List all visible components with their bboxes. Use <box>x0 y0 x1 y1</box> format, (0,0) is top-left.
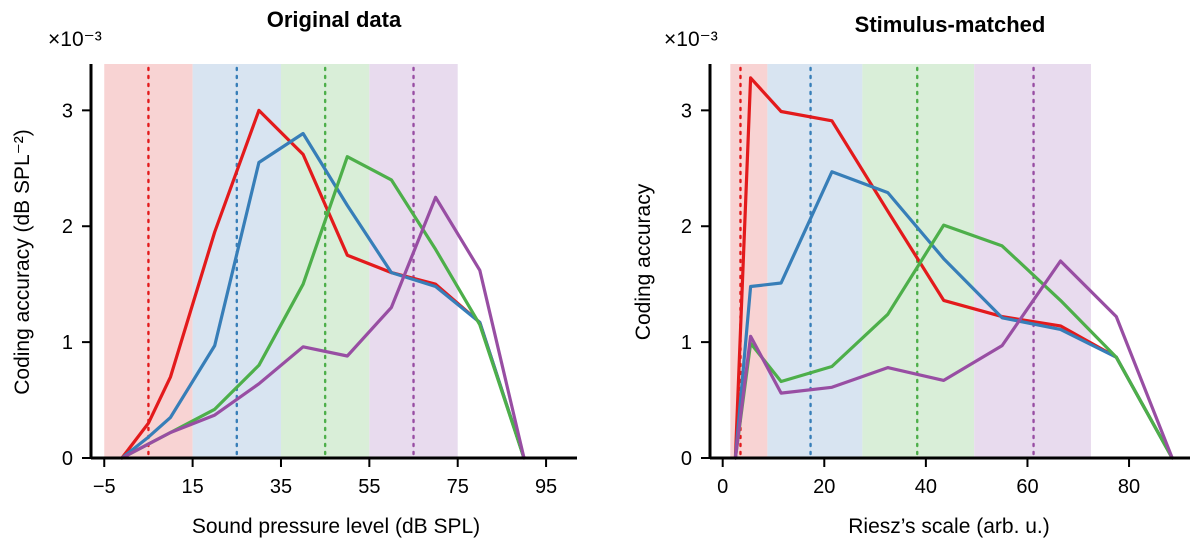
y-tick-label: 3 <box>62 100 73 122</box>
series-line-purple <box>733 259 1174 460</box>
x-tick-label: 80 <box>1118 476 1140 498</box>
series-line-blue <box>120 131 526 460</box>
band-group <box>730 64 1091 460</box>
x-axis-label: Riesz’s scale (arb. u.) <box>848 515 1050 538</box>
series-group <box>120 108 526 460</box>
series-line-purple <box>120 195 526 460</box>
x-tick-label: 60 <box>1016 476 1038 498</box>
x-tick-label: 55 <box>358 476 380 498</box>
x-axis-label: Sound pressure level (dB SPL) <box>192 515 480 538</box>
series-line-blue <box>733 170 1174 460</box>
axes-group: −5 15 35 55 75 95 0 1 2 3 <box>62 64 577 498</box>
x-tick-label: 75 <box>447 476 469 498</box>
y-axis-label: Coding accuracy (dB SPL⁻²) <box>11 129 34 395</box>
panel-original-data: −5 15 35 55 75 95 0 1 2 3 Original data ×10⁻³ Sou… <box>11 7 577 538</box>
y-tick-label: 2 <box>62 216 73 238</box>
y-axis-label: Coding accuracy <box>632 183 655 340</box>
x-tick-label: 0 <box>717 476 728 498</box>
y-tick-label: 0 <box>681 448 692 470</box>
chart-title: Original data <box>267 7 402 32</box>
y-tick-label: 2 <box>681 216 692 238</box>
x-tick-label: 40 <box>915 476 937 498</box>
panel-stimulus-matched: 0 20 40 60 80 0 1 2 3 Stimulus-matched ×10⁻³ Rie… <box>632 12 1190 538</box>
axes-group: 0 20 40 60 80 0 1 2 3 <box>681 64 1190 498</box>
x-tick-label: 35 <box>270 476 292 498</box>
shaded-band <box>767 64 863 458</box>
series-group <box>733 76 1174 460</box>
band-group <box>104 64 458 460</box>
y-tick-label: 1 <box>62 332 73 354</box>
x-tick-label: 95 <box>535 476 557 498</box>
chart-title: Stimulus-matched <box>855 12 1046 37</box>
x-tick-label: 20 <box>813 476 835 498</box>
y-tick-label: 1 <box>681 332 692 354</box>
y-tick-label: 0 <box>62 448 73 470</box>
x-tick-label: −5 <box>93 476 116 498</box>
y-multiplier-label: ×10⁻³ <box>48 28 102 51</box>
y-multiplier-label: ×10⁻³ <box>664 28 718 51</box>
y-tick-label: 3 <box>681 100 692 122</box>
x-tick-label: 15 <box>181 476 203 498</box>
